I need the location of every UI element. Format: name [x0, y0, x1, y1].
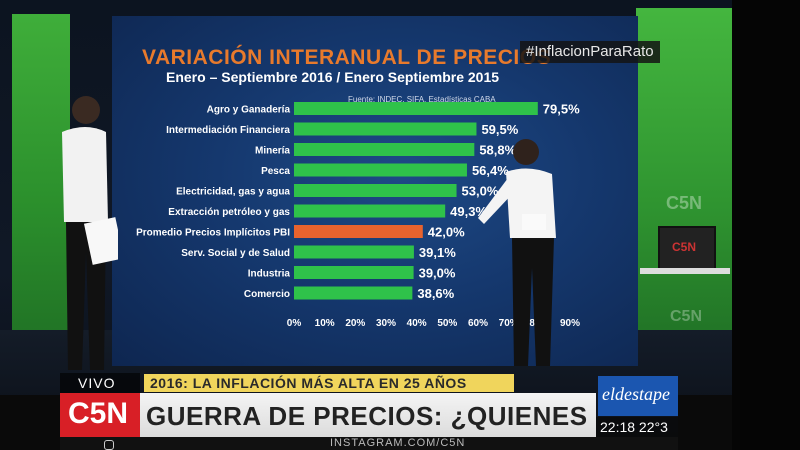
x-tick-label: 0% — [287, 318, 302, 329]
headline-main: GUERRA DE PRECIOS: ¿QUIENES GANARON? — [140, 393, 596, 437]
bar-chart: VARIACIÓN INTERANUAL DE PRECIOS Enero – … — [136, 45, 580, 329]
bar — [294, 286, 413, 300]
right-green-panel: C5N C5N — [636, 8, 732, 368]
live-indicator: VIVO — [60, 373, 140, 393]
x-tick-label: 70% — [499, 318, 519, 329]
category-label: Industria — [248, 269, 291, 280]
value-label: 49,3% — [450, 204, 487, 219]
left-green-panel — [12, 14, 70, 364]
category-label: Agro y Ganadería — [207, 105, 291, 116]
category-label: Electricidad, gas y agua — [176, 187, 290, 198]
category-label: Serv. Social y de Salud — [181, 248, 290, 259]
value-label: 79,5% — [543, 102, 580, 117]
bar — [294, 266, 414, 279]
category-label: Extracción petróleo y gas — [168, 207, 290, 218]
bar — [294, 122, 477, 136]
studio-monitor: C5N — [658, 226, 716, 270]
x-tick-label: 90% — [560, 318, 580, 329]
x-tick-label: 10% — [315, 318, 335, 329]
x-tick-label: 60% — [468, 318, 488, 329]
presenter-left — [62, 96, 118, 370]
bar — [294, 143, 475, 156]
bar — [294, 225, 423, 238]
bar — [294, 102, 538, 115]
instagram-bar — [60, 437, 678, 450]
eldestape-logo: eldestape — [598, 376, 678, 416]
value-label: 38,6% — [417, 286, 454, 301]
chart-source: Fuente: INDEC, SIFA, Estadísticas CABA — [348, 95, 496, 104]
presenter-right — [478, 139, 556, 366]
bar — [294, 245, 414, 259]
category-label: Intermediación Financiera — [166, 125, 290, 136]
category-label: Promedio Precios Implícitos PBI — [136, 228, 290, 239]
bar — [294, 163, 467, 177]
c5n-watermark: C5N — [666, 193, 703, 213]
c5n-watermark-lower: C5N — [670, 308, 703, 325]
bar — [294, 204, 446, 218]
value-label: 39,0% — [419, 266, 456, 281]
instagram-icon — [104, 440, 114, 450]
instagram-handle: INSTAGRAM.COM/C5N — [330, 437, 466, 449]
clock-temperature: 22:18 22°3 — [596, 417, 678, 437]
lower-right-dark — [678, 395, 732, 450]
value-label: 56,4% — [472, 163, 509, 178]
category-label: Pesca — [261, 166, 290, 177]
chart-subtitle: Enero – Septiembre 2016 / Enero Septiemb… — [166, 69, 499, 85]
x-tick-label: 50% — [437, 318, 457, 329]
lower-left-dark — [0, 395, 60, 450]
category-label: Comercio — [244, 289, 290, 300]
hashtag-label: #InflacionParaRato — [520, 41, 660, 63]
x-tick-label: 20% — [345, 318, 365, 329]
studio-table — [640, 268, 730, 274]
chart-title: VARIACIÓN INTERANUAL DE PRECIOS — [142, 45, 551, 69]
value-label: 42,0% — [428, 225, 465, 240]
value-label: 59,5% — [481, 122, 518, 137]
bar — [294, 184, 457, 197]
monitor-logo: C5N — [672, 240, 697, 254]
value-label: 58,8% — [479, 143, 516, 158]
c5n-logo: C5N — [60, 393, 140, 437]
headline-kicker: 2016: LA INFLACIÓN MÁS ALTA EN 25 AÑOS — [144, 374, 514, 392]
right-black-border — [732, 0, 800, 450]
value-label: 53,0% — [462, 184, 499, 199]
category-label: Minería — [255, 146, 290, 157]
x-tick-label: 30% — [376, 318, 396, 329]
bars-group: Agro y Ganadería 79,5% Intermediación Fina… — [136, 102, 580, 302]
value-label: 39,1% — [419, 245, 456, 260]
x-tick-label: 40% — [407, 318, 427, 329]
